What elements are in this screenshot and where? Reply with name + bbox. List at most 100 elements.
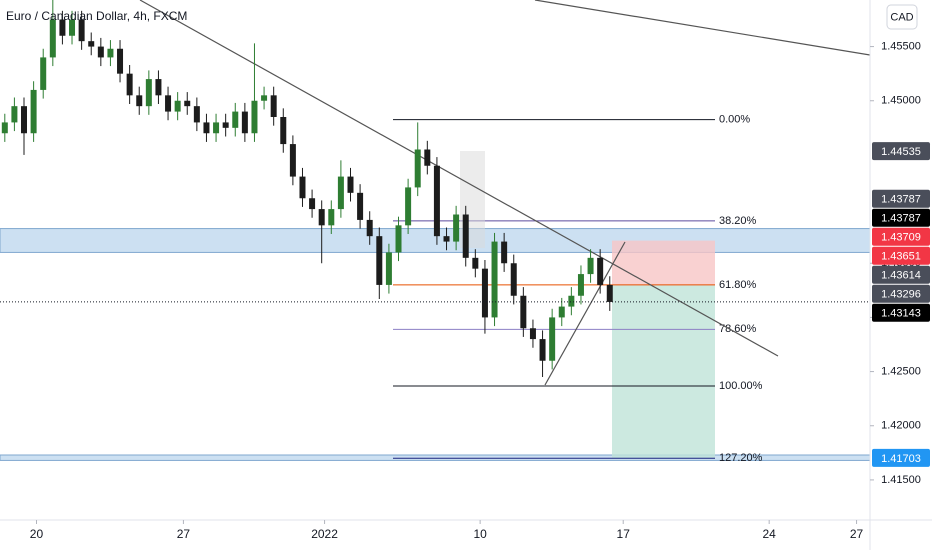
candle-body (491, 241, 498, 318)
y-tick-label: 1.45500 (881, 40, 921, 52)
candle-body (539, 339, 546, 361)
price-tag-label: 1.43614 (881, 270, 921, 282)
price-tag-label: 1.43296 (881, 289, 921, 301)
candle-body (472, 257, 479, 269)
candle-body (328, 209, 335, 226)
x-tick-label: 27 (850, 527, 864, 541)
candle-body (184, 100, 191, 107)
price-tag (872, 189, 930, 208)
x-tick-label: 17 (617, 527, 631, 541)
fib-label: 100.00% (719, 380, 763, 392)
candle-body (481, 268, 488, 318)
candle-body (520, 295, 527, 329)
candle-body (174, 100, 181, 112)
candle-body (49, 19, 56, 58)
y-tick-label: 1.42000 (881, 420, 921, 432)
candle-body (261, 95, 268, 101)
candle-body (549, 317, 556, 361)
candle-body (299, 176, 306, 199)
candle-body (117, 48, 124, 74)
candle-body (1, 122, 8, 134)
candle-body (309, 198, 316, 210)
candle-body (78, 19, 85, 42)
candle-body (59, 19, 66, 36)
price-tag (872, 265, 930, 284)
candle-body (395, 225, 402, 253)
candle-body (40, 57, 47, 90)
fib-label: 0.00% (719, 114, 750, 126)
x-tick-label: 10 (473, 527, 487, 541)
currency[interactable]: CAD (890, 11, 913, 23)
candle-body (280, 117, 287, 145)
currency-button[interactable] (886, 4, 918, 30)
plot-area: 0.00% 38.20% 61.80% 78.60% 100.00% 127.20% (0, 0, 870, 464)
candle-body (597, 257, 604, 285)
candle-body (145, 79, 152, 107)
candle-body (241, 111, 248, 134)
candle-body (577, 274, 584, 296)
candle-body (69, 19, 76, 36)
candle-body (203, 122, 210, 134)
candle-body (11, 106, 18, 123)
candle-body (165, 95, 172, 112)
fib-label: 127.20% (719, 452, 763, 464)
x-tick-label: 24 (762, 527, 776, 541)
candles (0, 0, 870, 377)
trendline (139, 0, 779, 357)
candle-body (462, 214, 469, 258)
price-tag (872, 208, 930, 227)
candle-body (501, 241, 508, 264)
candle-body (568, 295, 575, 307)
price-tag (872, 227, 930, 246)
candle-body (318, 209, 325, 226)
candle-body (97, 46, 104, 58)
x-tick-label: 27 (177, 527, 191, 541)
price-tag (872, 142, 930, 161)
candle-body (357, 192, 364, 220)
y-tick-label: 1.41500 (881, 474, 921, 486)
candle-body (385, 252, 392, 285)
price-tag-label: 1.43787 (881, 213, 921, 225)
stop-zone (612, 240, 715, 286)
candle-body (366, 219, 373, 237)
price-tag (872, 448, 930, 467)
price-tag (872, 303, 930, 322)
candle-body (443, 236, 450, 242)
fib-label: 78.60% (719, 323, 757, 335)
candle-body (376, 236, 383, 285)
price-tag (872, 246, 930, 265)
candle-body (126, 73, 133, 96)
chart-title: Euro / Canadian Dollar, 4h, FXCM (6, 9, 187, 23)
candle-body (433, 165, 440, 237)
price-tag-label: 1.44535 (881, 146, 921, 158)
candle-body (136, 95, 143, 107)
candle-body (414, 149, 421, 188)
candle-body (270, 95, 277, 117)
candle-body (558, 306, 565, 318)
price-tag-label: 1.43143 (881, 308, 921, 320)
candle-body (30, 89, 37, 134)
candle-body (88, 41, 95, 47)
price-tag-label: 1.41703 (881, 453, 921, 465)
candle-body (510, 263, 517, 296)
candle-body (347, 176, 354, 193)
trendline (544, 241, 626, 386)
candle-body (606, 284, 613, 302)
price-tag-label: 1.43651 (881, 251, 921, 263)
y-tick-label: 1.45000 (881, 95, 921, 107)
fib-label: 61.80% (719, 279, 757, 291)
candle-body (587, 257, 594, 275)
fib-label: 38.20% (719, 215, 757, 227)
candle-body (107, 48, 114, 58)
price-tag-label: 1.43787 (881, 194, 921, 206)
candle-body (251, 100, 258, 134)
candle-body (222, 122, 229, 128)
x-tick-label: 2022 (311, 527, 338, 541)
time-axis-bg (0, 520, 932, 550)
candle-body (232, 111, 239, 128)
candle-body (193, 106, 200, 123)
candle-body (405, 187, 412, 226)
